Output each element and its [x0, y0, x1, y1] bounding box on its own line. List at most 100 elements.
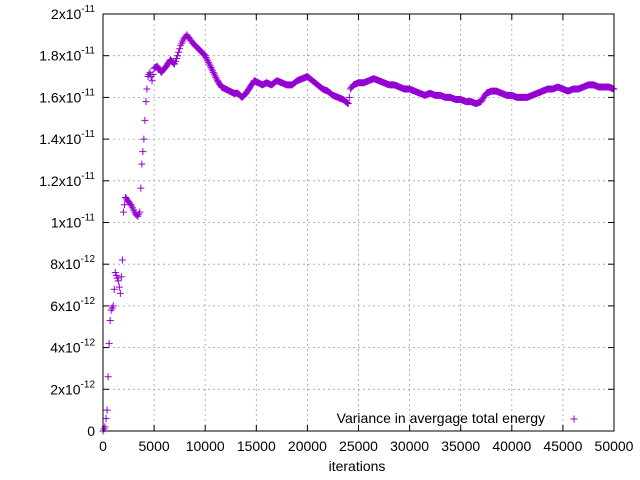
series-band	[143, 85, 151, 93]
data-point	[105, 339, 113, 347]
series-band	[473, 98, 484, 107]
series-band	[284, 81, 295, 89]
data-point	[103, 406, 111, 414]
series-band	[371, 75, 382, 84]
series-band	[108, 304, 116, 312]
data-point	[119, 208, 127, 216]
y-tick-label: 1.8x10-11	[39, 46, 95, 64]
series-band	[198, 48, 208, 59]
series-band	[330, 92, 341, 101]
series-band	[606, 83, 617, 93]
data-point	[205, 60, 213, 68]
data-point	[118, 256, 126, 264]
series-band	[102, 414, 110, 422]
series-band	[335, 94, 346, 103]
series-band	[117, 273, 125, 281]
data-point	[116, 289, 124, 297]
series-band	[524, 92, 535, 101]
series-band	[243, 84, 253, 96]
data-point	[138, 160, 146, 168]
series-band	[218, 83, 229, 93]
data-point	[142, 98, 150, 106]
series-band	[110, 285, 118, 293]
series-band	[187, 36, 196, 46]
y-tick-label: 1.4x10-11	[39, 129, 95, 147]
series-band	[222, 85, 233, 95]
x-tick-labels: 0 5000 10000 15000 20000 25000 30000 35000 40000…	[99, 438, 634, 454]
series-band	[112, 271, 121, 282]
series-band	[231, 89, 241, 97]
y-tick-label: 2x10-12	[50, 379, 95, 397]
y-tick-label: 8x10-12	[50, 254, 95, 272]
series-band	[190, 40, 200, 51]
series-band	[239, 90, 249, 101]
series-band	[376, 77, 387, 86]
x-tick-label: 15000	[237, 438, 276, 454]
series-band	[194, 44, 204, 55]
x-tick-label: 25000	[339, 438, 378, 454]
series-band	[104, 373, 112, 381]
grid-lines	[103, 14, 614, 431]
series-band	[360, 77, 372, 86]
series-band	[137, 184, 145, 192]
data-point	[345, 93, 353, 101]
series-band	[274, 77, 285, 86]
legend-marker	[570, 415, 578, 423]
series-band	[325, 88, 336, 99]
series-band	[178, 37, 187, 47]
y-tick-label: 1x10-11	[51, 213, 96, 231]
x-tick-label: 5000	[139, 438, 170, 454]
series-band	[391, 81, 403, 91]
y-tick-label: 1.2x10-11	[39, 171, 95, 189]
series-band	[412, 87, 423, 97]
series-band	[575, 83, 586, 93]
x-tick-label: 10000	[186, 438, 225, 454]
series-band	[135, 210, 143, 218]
series-band	[129, 204, 137, 212]
x-axis-label: iterations	[329, 458, 386, 474]
x-tick-label: 40000	[492, 438, 531, 454]
series-band	[115, 283, 123, 291]
legend: Variance in avergage total energy	[337, 410, 578, 426]
series-band	[126, 199, 135, 208]
y-tick-label: 4x10-12	[50, 338, 95, 356]
series-band	[184, 32, 193, 42]
series-band	[181, 32, 190, 42]
series-band	[149, 70, 157, 78]
series-band	[529, 90, 540, 99]
series-band	[214, 78, 225, 90]
series-band	[294, 75, 305, 84]
x-tick-label: 45000	[543, 438, 582, 454]
series-band	[206, 62, 217, 75]
x-tick-label: 20000	[288, 438, 327, 454]
series-band	[309, 77, 321, 88]
y-tick-label: 0	[87, 423, 95, 439]
x-tick-label: 35000	[441, 438, 480, 454]
data-point	[209, 68, 217, 76]
series-band	[314, 82, 326, 92]
series-band	[493, 87, 505, 97]
series-band	[202, 53, 212, 66]
series-band	[320, 85, 331, 95]
x-tick-label: 50000	[595, 438, 634, 454]
series-band	[251, 77, 262, 86]
data-point	[148, 77, 156, 85]
series-band	[120, 201, 128, 209]
series-band	[139, 148, 147, 156]
y-tick-labels: 0 2x10-12 4x10-12 6x10-12 8x10-12 1x10-11 1.2x…	[39, 4, 95, 439]
series-band	[289, 77, 300, 88]
series-band	[534, 87, 546, 97]
tick-marks	[102, 13, 615, 432]
series-band	[406, 85, 418, 95]
y-tick-label: 1.6x10-11	[39, 87, 95, 105]
series-band	[347, 82, 356, 92]
y-tick-label: 6x10-12	[50, 296, 95, 314]
x-tick-label: 0	[99, 438, 107, 454]
data-point	[106, 316, 114, 324]
series-band	[158, 63, 170, 75]
data-point	[140, 135, 148, 143]
series-band	[478, 91, 489, 104]
x-tick-label: 30000	[390, 438, 429, 454]
series-band	[172, 54, 181, 65]
